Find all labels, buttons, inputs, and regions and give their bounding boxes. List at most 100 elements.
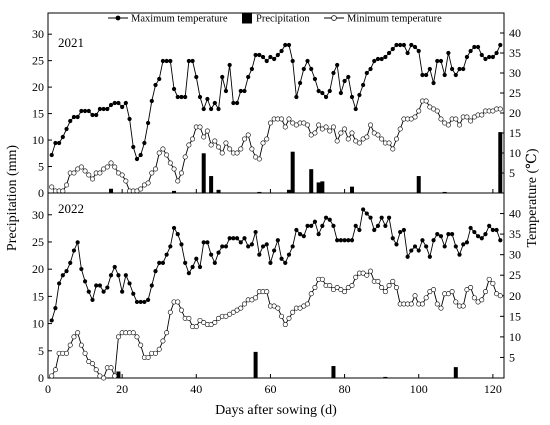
max-temp-point <box>450 66 455 72</box>
max-temp-point <box>394 242 399 247</box>
max-temp-point <box>368 66 373 72</box>
max-temp-point <box>49 318 54 323</box>
max-temp-point <box>246 244 251 249</box>
min-temp-point <box>212 319 218 325</box>
max-temp-point <box>475 44 481 50</box>
min-temp-point <box>497 106 503 112</box>
max-temp-point <box>472 229 477 235</box>
min-temp-point <box>108 160 114 166</box>
max-temp-point <box>305 58 310 64</box>
max-temp-point <box>105 285 110 290</box>
max-temp-point <box>64 269 69 274</box>
min-temp-point <box>364 134 370 140</box>
max-temp-point <box>60 273 65 278</box>
max-temp-point <box>386 50 392 56</box>
max-temp-point <box>257 252 262 257</box>
max-temp-point <box>431 238 436 243</box>
min-temp-point <box>149 170 155 176</box>
max-temp-point <box>450 232 455 237</box>
max-temp-point <box>394 42 399 48</box>
min-temp-point <box>460 303 466 309</box>
min-temp-point <box>453 299 459 305</box>
max-temp-point <box>487 223 492 228</box>
left-axis-tick-label: 0 <box>38 371 44 385</box>
min-temp-point <box>101 375 107 381</box>
min-temp-point <box>178 170 184 176</box>
max-temp-point <box>416 48 421 54</box>
legend-item-max: Maximum temperature <box>108 14 228 25</box>
min-temp-point <box>434 108 440 114</box>
max-temp-point <box>283 42 288 48</box>
max-temp-point <box>335 238 340 243</box>
max-temp-point <box>323 215 329 220</box>
max-temp-point <box>298 232 303 237</box>
max-temp-point <box>409 42 414 48</box>
right-axis-tick-label: 20 <box>509 289 521 303</box>
min-temp-point <box>264 289 270 295</box>
min-temp-point <box>286 116 292 122</box>
min-temp-point <box>419 301 425 307</box>
min-temp-point <box>145 180 151 186</box>
min-temp-point <box>204 128 210 134</box>
max-temp-point <box>272 56 277 62</box>
right-axis-tick-label: 30 <box>509 248 521 262</box>
max-temp-point <box>312 219 318 224</box>
min-temp-point <box>119 172 125 178</box>
min-temp-point <box>312 285 318 291</box>
precipitation-bar <box>331 366 336 378</box>
max-temp-point <box>290 58 295 64</box>
max-temp-point <box>123 273 128 278</box>
max-temp-point <box>68 260 73 265</box>
max-temp-point <box>349 94 355 100</box>
max-temp-point <box>175 232 180 237</box>
min-temp-point <box>115 170 121 176</box>
max-temp-point <box>205 96 210 102</box>
min-temp-point <box>345 285 351 291</box>
max-temp-point <box>138 152 143 158</box>
min-temp-point <box>393 285 399 291</box>
min-temp-point <box>479 112 485 118</box>
max-temp-point <box>309 223 314 228</box>
max-temp-point <box>201 106 206 112</box>
min-temp-point <box>97 373 103 379</box>
max-temp-point <box>123 100 128 106</box>
min-temp-point <box>112 373 118 379</box>
min-temp-point <box>182 154 188 160</box>
max-temp-point <box>234 236 240 241</box>
min-temp-point <box>431 106 437 112</box>
max-temp-point <box>409 248 414 253</box>
max-temp-point <box>338 90 343 96</box>
min-temp-point <box>64 182 70 188</box>
max-temp-point <box>112 100 117 106</box>
max-temp-point <box>231 100 236 106</box>
max-temp-point <box>290 244 295 249</box>
max-temp-point <box>494 50 499 56</box>
min-temp-point <box>471 295 477 301</box>
left-axis-tick-label: 5 <box>38 344 44 358</box>
min-temp-point <box>323 124 329 130</box>
max-temp-point <box>253 229 258 235</box>
max-temp-point <box>231 236 236 241</box>
max-temp-point <box>357 227 362 233</box>
max-temp-point <box>298 80 303 86</box>
max-temp-point <box>357 92 362 98</box>
max-temp-point <box>209 252 214 257</box>
max-temp-point <box>338 238 343 243</box>
max-temp-point <box>253 52 258 58</box>
min-temp-point <box>241 301 247 307</box>
min-temp-point <box>245 132 251 138</box>
min-temp-point <box>164 152 170 158</box>
min-temp-point <box>360 270 366 276</box>
precipitation-bars <box>116 351 458 378</box>
min-temp-point <box>216 144 222 150</box>
precipitation-bar <box>416 176 421 193</box>
max-temp-point <box>431 80 436 86</box>
max-temp-point <box>342 78 347 84</box>
right-axis-tick-label: 35 <box>509 227 521 241</box>
min-temp-point <box>115 334 121 340</box>
left-axis-tick-label: 5 <box>38 160 44 174</box>
max-temp-point <box>461 242 466 247</box>
max-temp-point <box>149 98 154 104</box>
left-axis-tick-label: 20 <box>32 80 44 94</box>
